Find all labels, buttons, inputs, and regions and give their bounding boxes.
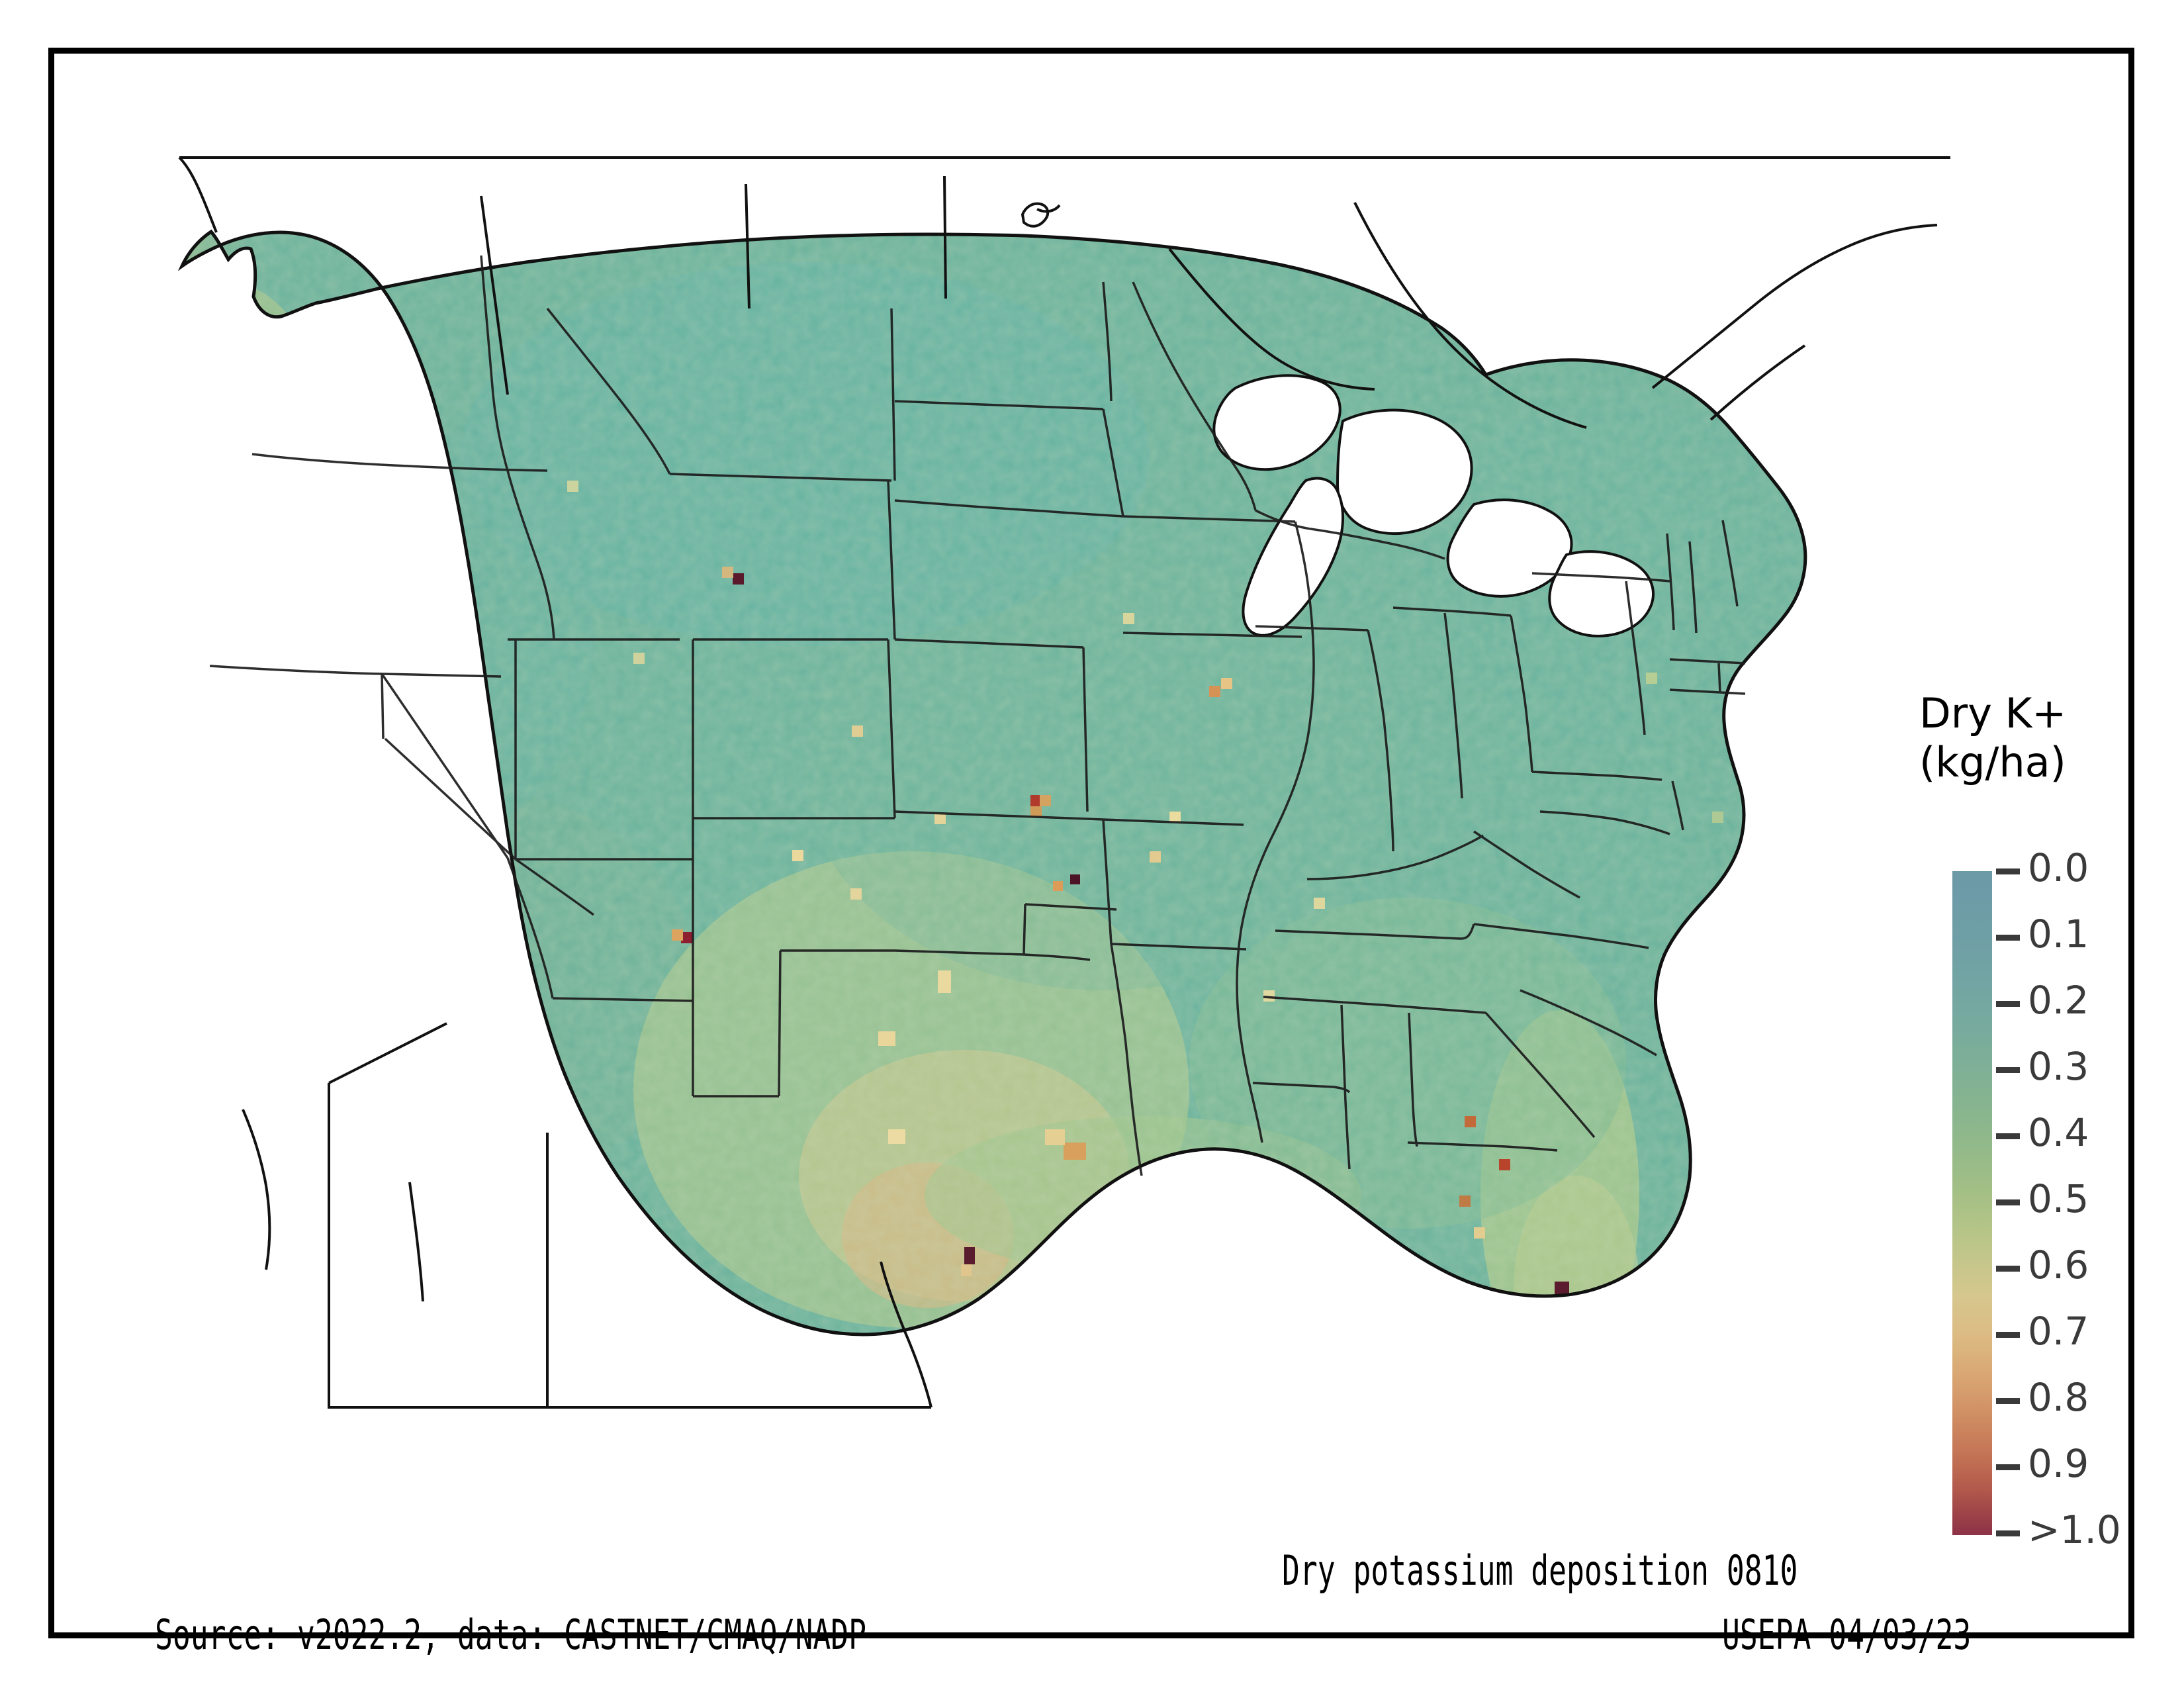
map-caption-agency: USEPA 04/03/23	[1722, 1611, 1972, 1659]
colorbar-tick-label: 0.8	[2028, 1375, 2089, 1420]
legend-title: Dry K+ (kg/ha)	[1919, 689, 2171, 787]
map-panel	[111, 110, 1950, 1546]
deposition-map	[111, 110, 1950, 1546]
state-boundaries	[209, 255, 1746, 1176]
colorbar-tick-label: 0.2	[2028, 978, 2089, 1023]
colorbar-tick-label: 0.5	[2028, 1176, 2089, 1221]
colorbar-tick	[1996, 1199, 2020, 1205]
colorbar-legend: Dry K+ (kg/ha) 0.0 0.1 0.2 0.3 0.4 0.5 0.…	[1888, 689, 2172, 1570]
colorbar-tick	[1996, 1067, 2020, 1073]
great-lakes	[1212, 374, 1655, 637]
colorbar-tick-label: >1.0	[2028, 1507, 2121, 1552]
colorbar-tick-label: 0.4	[2028, 1110, 2089, 1155]
colorbar-tick-label: 0.1	[2028, 912, 2089, 957]
colorbar-tick-label: 0.7	[2028, 1309, 2089, 1354]
legend-title-line1: Dry K+	[1919, 689, 2067, 737]
colorbar-gradient	[1952, 871, 1992, 1535]
colorbar-tick	[1996, 935, 2020, 941]
international-borders	[178, 156, 1950, 1409]
colorbar-tick	[1996, 1398, 2020, 1404]
colorbar-tick-label: 0.0	[2028, 845, 2089, 890]
colorbar-tick-label: 0.6	[2028, 1243, 2089, 1288]
colorbar-tick	[1996, 1530, 2020, 1536]
colorbar-tick	[1996, 1133, 2020, 1139]
colorbar-tick	[1996, 1332, 2020, 1338]
colorbar-tick	[1996, 1266, 2020, 1272]
colorbar-tick	[1996, 1464, 2020, 1470]
colorbar-tick-label: 0.3	[2028, 1044, 2089, 1089]
map-caption-source: Source: v2022.2, data: CASTNET/CMAQ/NADP	[155, 1611, 867, 1659]
colorbar-tick-label: 0.9	[2028, 1441, 2089, 1486]
colorbar-tick	[1996, 868, 2020, 874]
legend-title-line2: (kg/ha)	[1919, 738, 2066, 786]
map-caption-title: Dry potassium deposition 0810	[1282, 1546, 1798, 1595]
colorbar-tick	[1996, 1001, 2020, 1007]
conus-outline	[177, 229, 1807, 1336]
figure-frame: Dry K+ (kg/ha) 0.0 0.1 0.2 0.3 0.4 0.5 0.…	[48, 48, 2134, 1659]
